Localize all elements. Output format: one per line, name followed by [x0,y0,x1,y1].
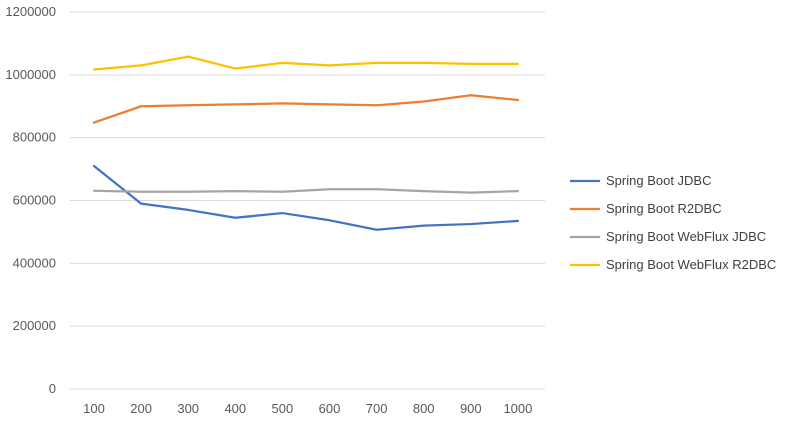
legend-item: Spring Boot WebFlux R2DBC [570,257,776,272]
y-tick-label: 1200000 [5,4,56,19]
x-axis-tick-labels: 100 200 300 400 500 600 700 800 900 1000 [83,401,532,416]
x-tick-label: 900 [460,401,482,416]
series-line [94,95,518,122]
x-tick-label: 100 [83,401,105,416]
y-tick-label: 800000 [13,130,56,145]
legend-label: Spring Boot WebFlux R2DBC [606,257,776,272]
y-tick-label: 200000 [13,318,56,333]
series-spring-boot-r2dbc [94,95,518,122]
series-spring-boot-webflux-r2dbc [94,57,518,70]
x-tick-label: 600 [319,401,341,416]
y-tick-label: 400000 [13,255,56,270]
series-spring-boot-jdbc [94,166,518,230]
y-tick-label: 600000 [13,193,56,208]
series-line [94,57,518,70]
x-tick-label: 700 [366,401,388,416]
x-tick-label: 500 [272,401,294,416]
x-tick-label: 200 [130,401,152,416]
series-line [94,166,518,230]
y-tick-label: 0 [49,381,56,396]
legend-label: Spring Boot JDBC [606,173,712,188]
legend-label: Spring Boot WebFlux JDBC [606,229,766,244]
legend: Spring Boot JDBC Spring Boot R2DBC Spring … [570,173,776,272]
y-tick-label: 1000000 [5,67,56,82]
legend-item: Spring Boot R2DBC [570,201,722,216]
legend-item: Spring Boot WebFlux JDBC [570,229,766,244]
legend-label: Spring Boot R2DBC [606,201,722,216]
gridlines [70,12,545,389]
x-tick-label: 1000 [503,401,532,416]
x-tick-label: 400 [224,401,246,416]
y-axis-tick-labels: 0 200000 400000 600000 800000 1000000 1200000 [5,4,56,396]
x-tick-label: 800 [413,401,435,416]
series-spring-boot-webflux-jdbc [94,189,518,192]
legend-item: Spring Boot JDBC [570,173,712,188]
series-line [94,189,518,192]
x-tick-label: 300 [177,401,199,416]
series-lines [94,57,518,230]
